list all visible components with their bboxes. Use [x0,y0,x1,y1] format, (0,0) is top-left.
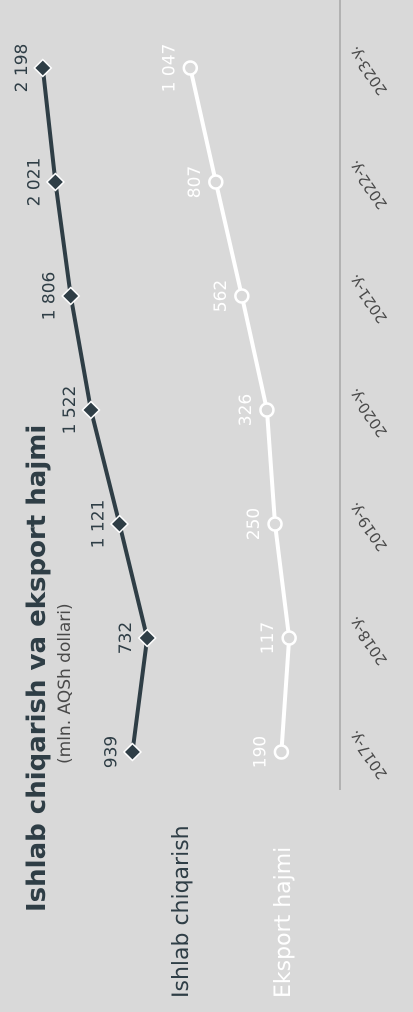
data-label: 1 047 [159,44,179,93]
data-label: 117 [258,622,278,654]
data-label: 2 021 [24,158,44,207]
data-point [45,172,65,192]
data-label: 732 [116,622,136,654]
chart-subtitle: (mln. AQSh dollari) [55,603,75,764]
data-point [122,742,142,762]
data-point [267,516,283,532]
data-label: 1 522 [60,386,80,435]
legend-label: Ishlab chiqarish [169,825,194,998]
data-point [208,174,224,190]
data-point [137,628,157,648]
chart-title: Ishlab chiqarish va eksport hajmi [22,425,52,912]
x-tick-label: 2017-y. [345,727,391,782]
x-tick-label: 2019-y. [345,499,391,554]
series-layer: 939 732 1 121 1 522 1 806 2 021 2 198 190 117 250… [12,44,297,768]
data-label: 807 [185,166,205,198]
data-label: 326 [236,394,256,426]
legend: Ishlab chiqarish Eksport hajmi [169,825,296,998]
data-point [33,58,53,78]
data-point [281,630,297,646]
legend-label: Eksport hajmi [271,847,296,998]
data-point [182,60,199,76]
x-tick-label: 2018-y. [345,613,391,668]
x-tick-label: 2020-y. [345,385,391,440]
data-label: 939 [101,736,121,768]
data-label: 2 198 [12,44,32,93]
data-point [81,400,101,420]
data-label: 1 806 [40,272,60,321]
data-point [109,514,130,534]
data-point [259,402,275,418]
data-label: 562 [211,280,231,312]
data-label: 1 121 [88,500,108,549]
x-tick-label: 2023-y. [345,43,391,98]
x-tick-labels: 2017-y. 2018-y. 2019-y. 2020-y. 2021-y. 2022-… [345,43,391,782]
data-point [61,286,81,306]
data-point [273,744,290,760]
x-tick-label: 2021-y. [345,271,391,326]
data-label: 250 [244,508,264,540]
x-tick-label: 2022-y. [345,157,391,212]
data-point [234,288,250,304]
data-label: 190 [250,736,270,768]
